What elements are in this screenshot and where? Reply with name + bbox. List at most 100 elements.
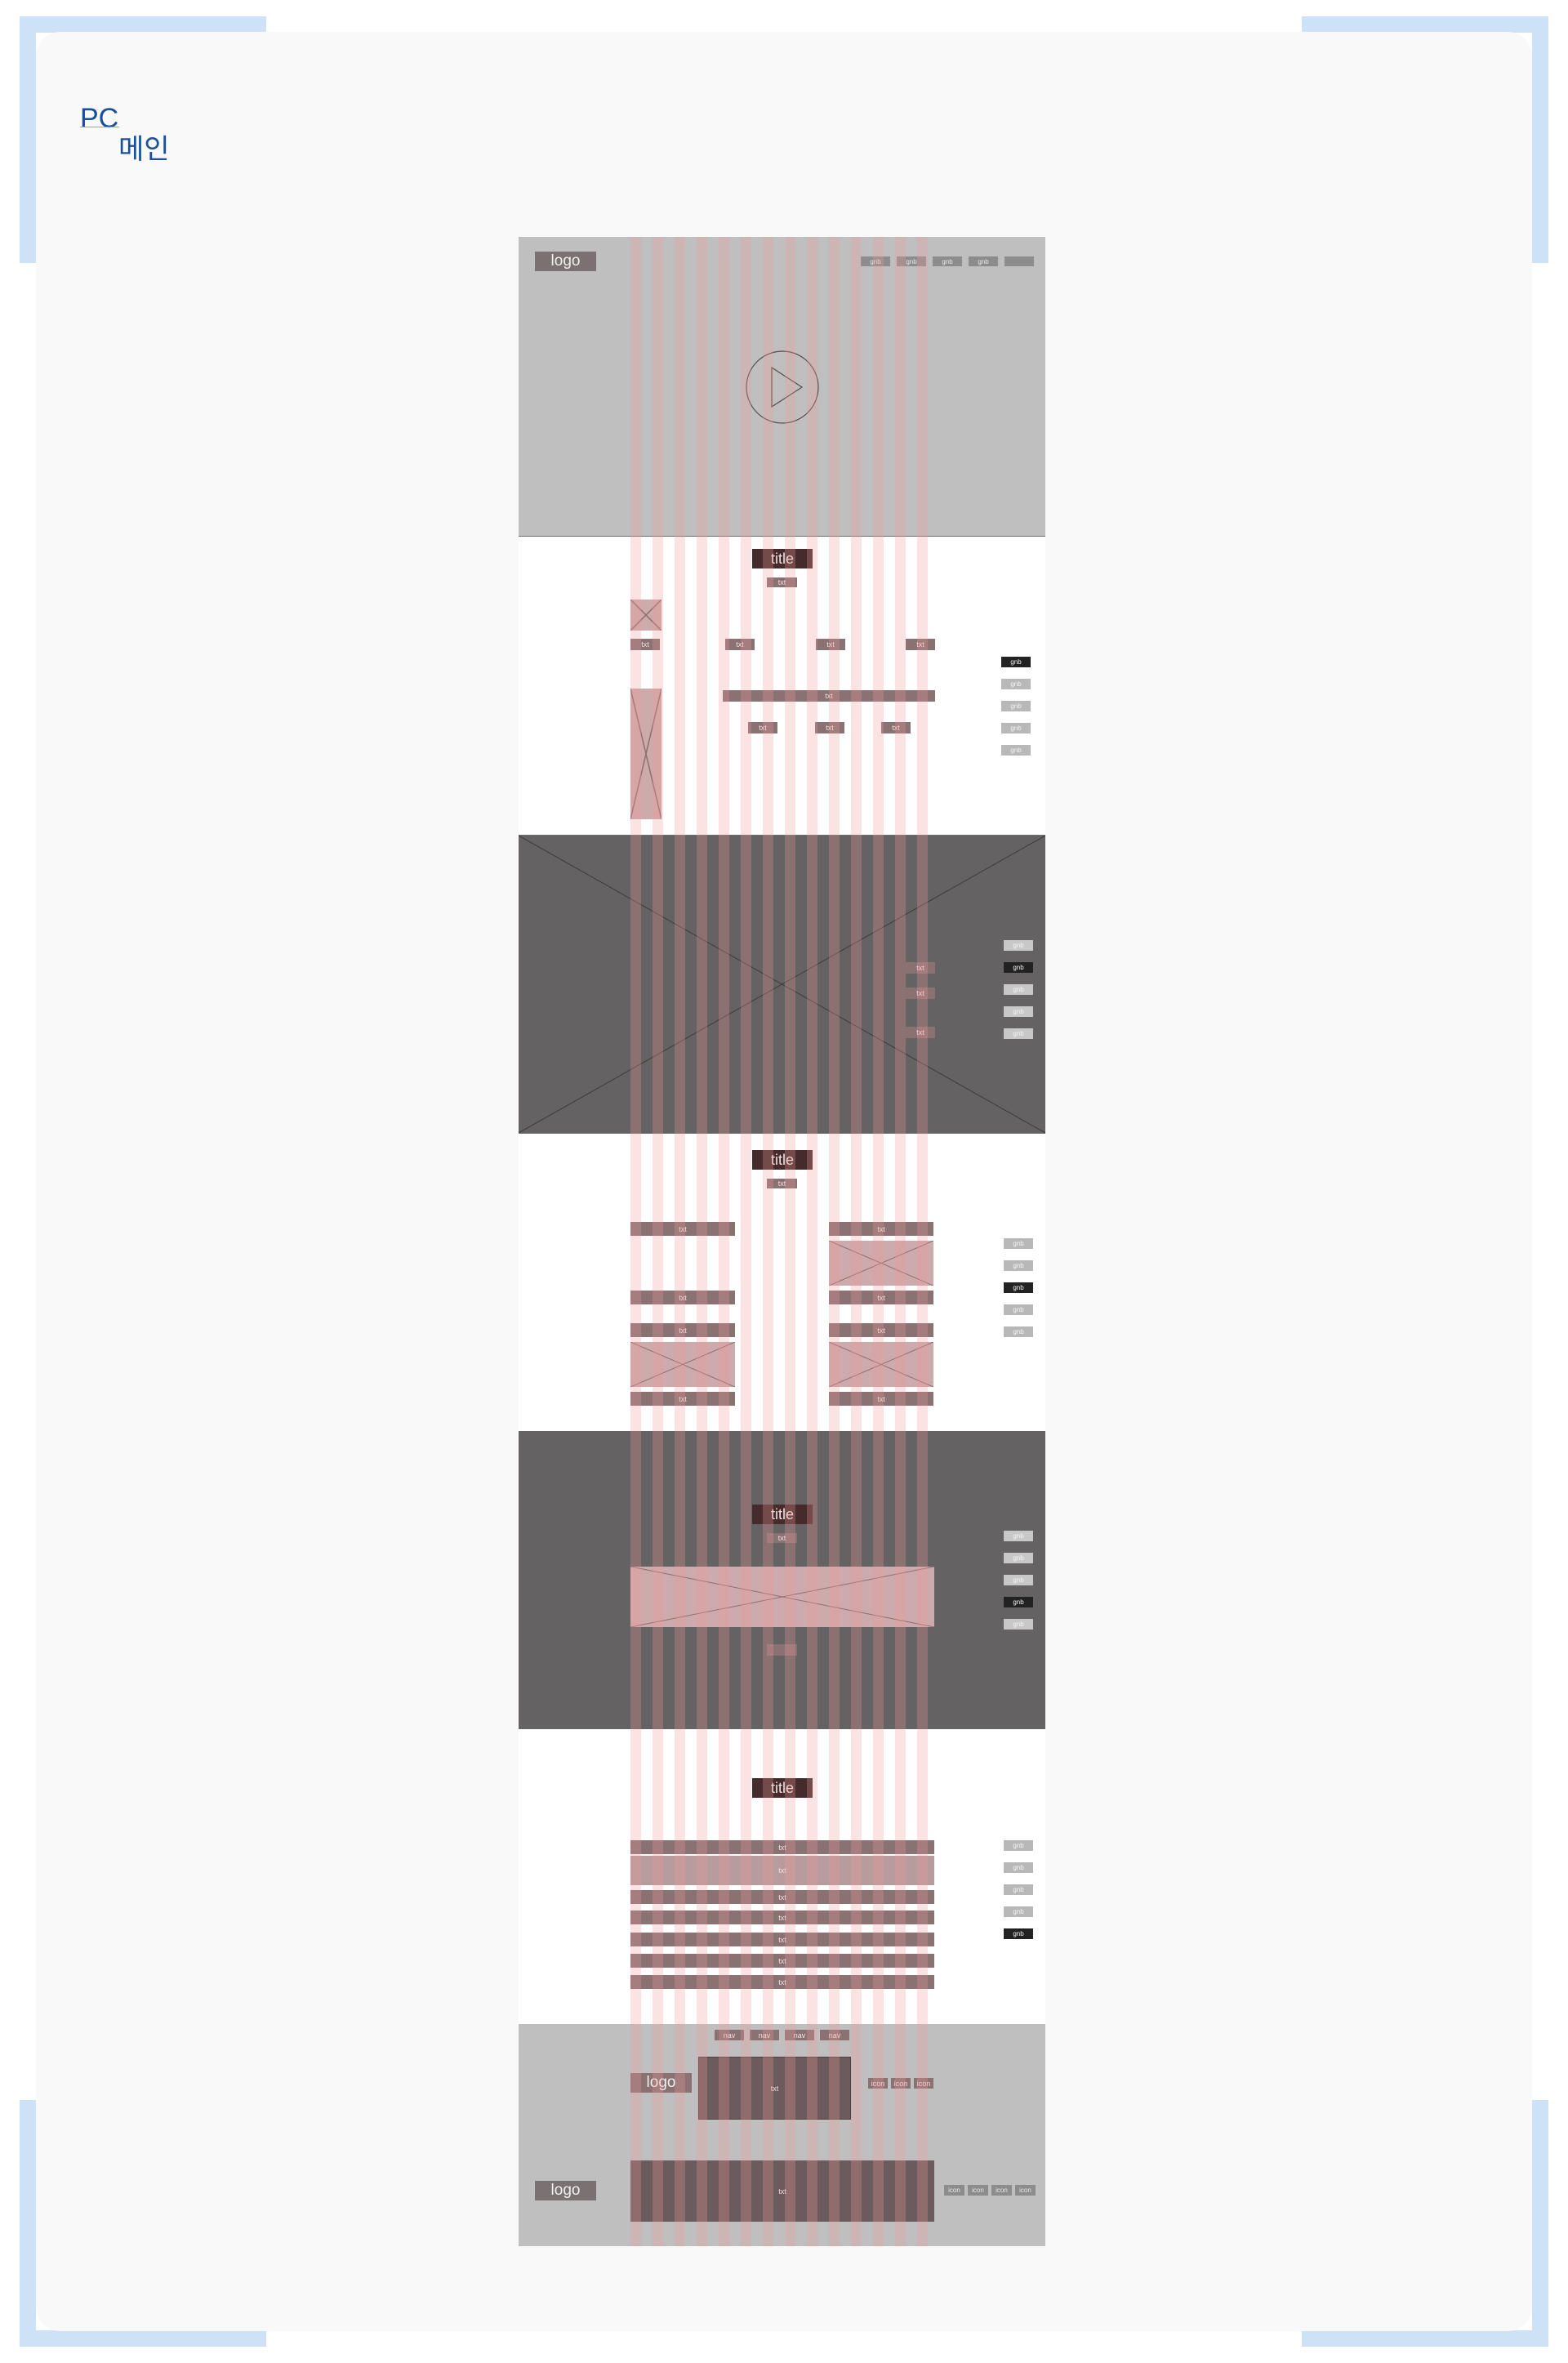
corner-accent-bottom-right-horizontal [1302,2330,1548,2347]
side-nav-5-item-2[interactable]: gnb [1004,1862,1033,1873]
page-title-line1: PC [80,103,119,134]
footer-bottom-txt: txt [630,2160,934,2222]
side-nav-1-item-1[interactable]: gnb [1001,657,1031,667]
banner-button[interactable] [767,1644,797,1656]
intro-title: title [752,549,813,568]
footer-mid-logo[interactable]: logo [630,2073,692,2093]
card-right-top-txt: txt [829,1222,933,1236]
side-nav-5-item-1[interactable]: gnb [1004,1840,1033,1851]
list-row-3[interactable]: txt [630,1890,934,1904]
gnb-menu-button[interactable] [1004,256,1034,266]
list-title: title [752,1778,813,1798]
footer-mid-icon-2[interactable]: icon [891,2078,911,2089]
gnb-item-2[interactable]: gnb [897,256,926,266]
intro-txt-4: txt [906,639,935,650]
side-nav-1-item-5[interactable]: gnb [1001,745,1031,756]
corner-accent-bottom-left-horizontal [20,2330,266,2347]
intro-txt-5: txt [748,722,777,733]
side-nav-1-item-2[interactable]: gnb [1001,679,1031,689]
footer-icon-2[interactable]: icon [968,2185,988,2196]
side-nav-5-item-5[interactable]: gnb [1004,1928,1033,1939]
card-right-bottom-txt: txt [829,1392,933,1406]
card-left-top-txt: txt [630,1222,735,1236]
intro-txt-wide: txt [723,690,935,702]
intro-txt-2: txt [725,639,755,650]
cards-title: title [752,1150,813,1170]
card-left-image [630,1342,735,1387]
footer-mid-txt: txt [698,2057,851,2120]
footer-logo[interactable]: logo [535,2181,596,2200]
intro-txt-3: txt [816,639,845,650]
banner-title: title [752,1505,813,1524]
intro-txt-7: txt [881,722,911,733]
side-nav-4-item-3[interactable]: gnb [1004,1575,1033,1585]
side-nav-4-item-1[interactable]: gnb [1004,1531,1033,1541]
side-nav-2-item-2[interactable]: gnb [1004,962,1033,973]
section-divider-3 [519,1133,1045,1134]
side-nav-2-item-4[interactable]: gnb [1004,1006,1033,1017]
page-title-line2: 메인 [118,134,170,165]
footer-section: nav nav nav nav logo txt icon icon icon … [519,2024,1045,2246]
card-right-mid-txt-2: txt [829,1323,933,1337]
side-nav-3-item-1[interactable]: gnb [1004,1238,1033,1249]
gnb-item-4[interactable]: gnb [969,256,998,266]
footer-nav-1[interactable]: nav [715,2030,744,2040]
footer-mid-icon-3[interactable]: icon [914,2078,933,2089]
intro-subtitle: txt [767,577,797,587]
side-nav-3-item-4[interactable]: gnb [1004,1304,1033,1315]
side-nav-1-item-3[interactable]: gnb [1001,701,1031,711]
card-right-image-1 [829,1241,933,1286]
footer-mid-icon-1[interactable]: icon [868,2078,888,2089]
side-nav-2-item-5[interactable]: gnb [1004,1028,1033,1039]
feature-txt-1: txt [906,962,935,974]
play-icon[interactable] [745,350,820,425]
side-nav-5-item-3[interactable]: gnb [1004,1884,1033,1895]
feature-image-placeholder [519,836,1045,1133]
footer-icon-4[interactable]: icon [1015,2185,1036,2196]
side-nav-4-item-2[interactable]: gnb [1004,1553,1033,1563]
list-row-4[interactable]: txt [630,1910,934,1924]
feature-txt-2: txt [906,988,935,999]
banner-section: title txt gnb gnb gnb gnb gnb [519,1431,1045,1729]
side-nav-2-item-1[interactable]: gnb [1004,940,1033,951]
side-nav-4-item-4[interactable]: gnb [1004,1597,1033,1607]
gnb-item-3[interactable]: gnb [933,256,962,266]
header-logo[interactable]: logo [535,252,596,271]
side-nav-4-item-5[interactable]: gnb [1004,1619,1033,1630]
footer-nav-2[interactable]: nav [750,2030,779,2040]
footer-nav-3[interactable]: nav [785,2030,814,2040]
corner-accent-bottom-right-vertical [1532,2100,1548,2347]
feature-txt-3: txt [906,1027,935,1038]
cards-section: title txt txt txt txt txt txt txt txt tx… [519,1134,1045,1431]
list-row-7[interactable]: txt [630,1975,934,1989]
cards-subtitle: txt [767,1179,797,1188]
card-right-mid-txt-1: txt [829,1291,933,1304]
card-left-bottom-txt: txt [630,1392,735,1406]
side-nav-3-item-3[interactable]: gnb [1004,1282,1033,1293]
side-nav-3-item-2[interactable]: gnb [1004,1260,1033,1271]
corner-accent-top-right-horizontal [1302,16,1548,33]
banner-subtitle: txt [767,1533,797,1543]
side-nav-1-item-4[interactable]: gnb [1001,723,1031,733]
side-nav-3-item-5[interactable]: gnb [1004,1326,1033,1337]
intro-image-small [630,600,662,631]
section-divider-1 [519,536,1045,537]
section-divider-2 [519,835,1045,836]
intro-section: title txt txt txt txt txt txt txt txt tx… [519,537,1045,835]
intro-txt-6: txt [815,722,844,733]
side-nav-5-item-4[interactable]: gnb [1004,1906,1033,1917]
hero-section: logo gnb gnb gnb gnb [519,237,1045,536]
list-row-5[interactable]: txt [630,1933,934,1946]
footer-icon-3[interactable]: icon [991,2185,1012,2196]
gnb-item-1[interactable]: gnb [861,256,890,266]
footer-icon-1[interactable]: icon [944,2185,964,2196]
list-row-1[interactable]: txt [630,1840,934,1854]
banner-image [630,1567,934,1627]
list-section: title txt txt txt txt txt txt txt gnb gn… [519,1729,1045,2024]
list-row-2[interactable]: txt [630,1856,934,1885]
card-left-mid-txt-1: txt [630,1291,735,1304]
footer-nav-4[interactable]: nav [820,2030,849,2040]
list-row-6[interactable]: txt [630,1954,934,1968]
side-nav-2-item-3[interactable]: gnb [1004,984,1033,995]
